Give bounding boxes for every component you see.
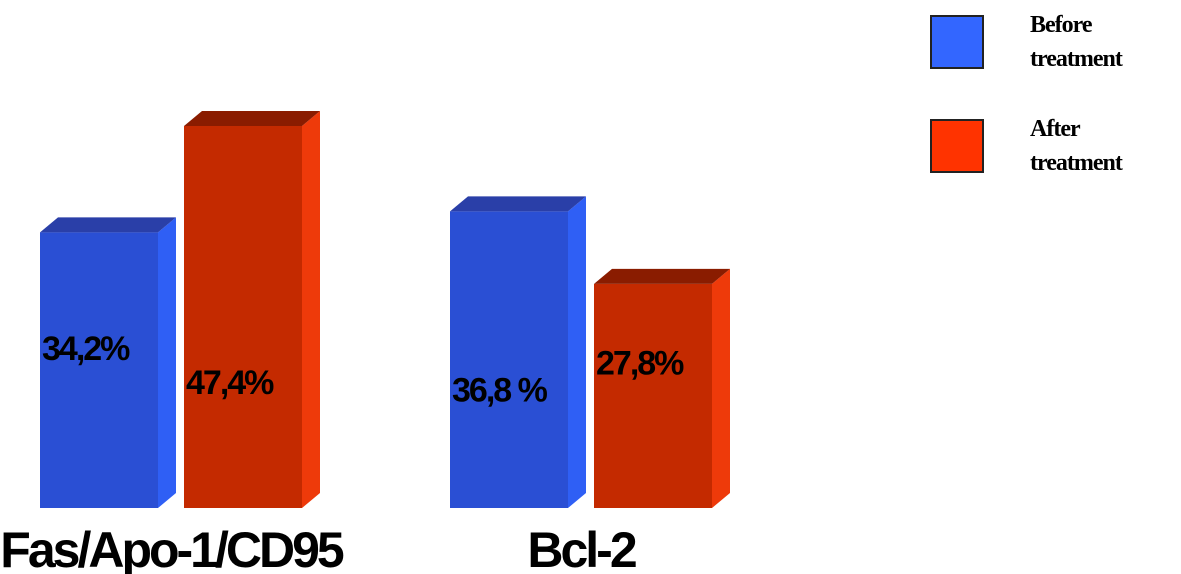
bar-side-face bbox=[302, 111, 320, 508]
bar-value-label: 47,4% bbox=[186, 364, 274, 402]
bar-top-face bbox=[40, 217, 176, 232]
bar-front-face bbox=[184, 126, 302, 508]
bar-side-face bbox=[568, 196, 586, 508]
bar-front-face bbox=[450, 211, 568, 508]
legend-label-line2: treatment bbox=[1030, 150, 1123, 176]
bar-front-face bbox=[40, 232, 158, 508]
bar-top-face bbox=[594, 269, 730, 284]
bar-before-1 bbox=[450, 196, 586, 508]
legend-entry-after: After treatment bbox=[931, 116, 1123, 176]
bar-top-face bbox=[184, 111, 320, 126]
legend-entry-before: Before treatment bbox=[931, 12, 1123, 72]
bar-value-label: 34,2% bbox=[42, 330, 130, 368]
category-labels-group: Fas/Apo-1/CD95 Bcl-2 bbox=[0, 522, 636, 574]
legend: Before treatment After treatment bbox=[931, 12, 1123, 176]
bar-value-label: 36,8 % bbox=[452, 371, 548, 409]
bar-front-face bbox=[594, 284, 712, 508]
legend-label-line2: treatment bbox=[1030, 46, 1123, 72]
legend-label-line1: After bbox=[1030, 116, 1081, 142]
bars-group bbox=[40, 111, 730, 508]
bar-side-face bbox=[712, 269, 730, 508]
category-label: Fas/Apo-1/CD95 bbox=[0, 522, 344, 574]
category-label: Bcl-2 bbox=[527, 522, 635, 574]
bar-after-0 bbox=[184, 111, 320, 508]
bar-side-face bbox=[158, 217, 176, 508]
legend-label-line1: Before bbox=[1030, 12, 1093, 38]
bar-after-1 bbox=[594, 269, 730, 508]
bar-top-face bbox=[450, 196, 586, 211]
legend-swatch bbox=[931, 16, 983, 68]
bar-value-label: 27,8% bbox=[596, 344, 684, 382]
legend-swatch bbox=[931, 120, 983, 172]
